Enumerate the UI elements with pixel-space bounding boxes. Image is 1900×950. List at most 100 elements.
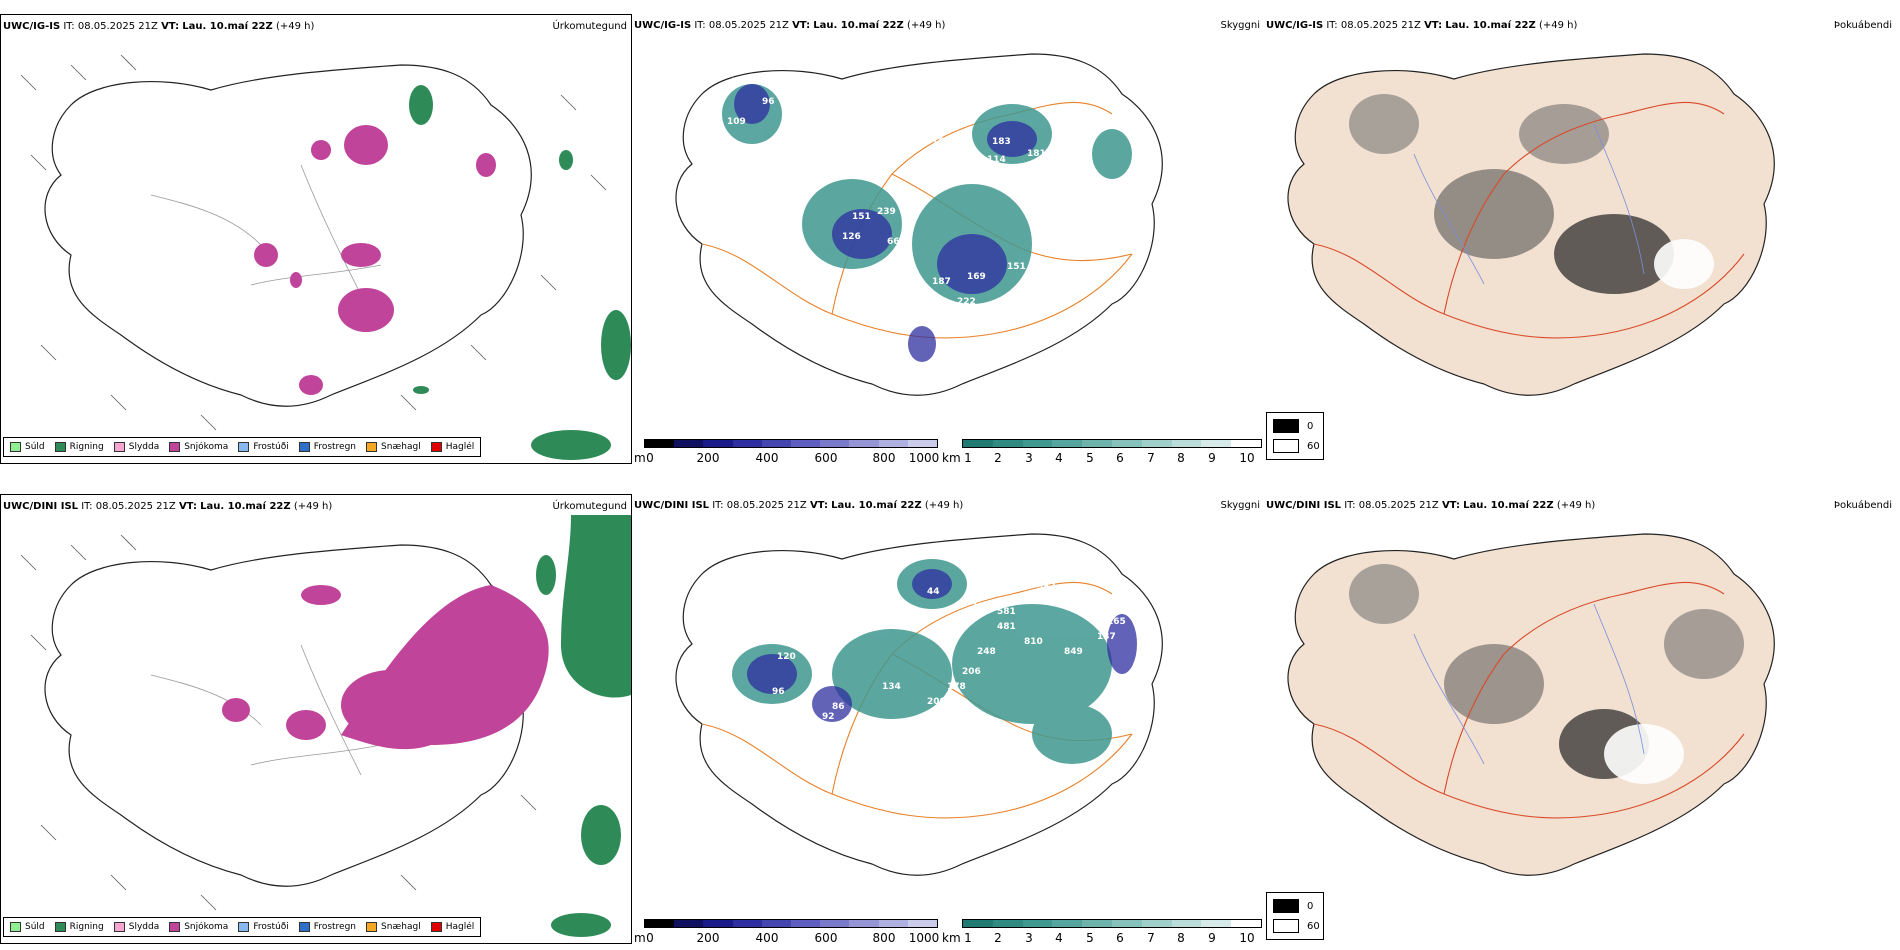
- scale-swatch: [1231, 920, 1261, 927]
- scale-swatch: [645, 440, 675, 447]
- panel-header: UWC/IG-IS IT: 08.05.2025 21Z VT: Lau. 10…: [634, 20, 946, 31]
- visibility-panel-row1: 73 109 96 151 239 126 66 187 166 183 114…: [632, 14, 1264, 464]
- legend-swatch: [298, 442, 310, 452]
- scale-tick: 600: [814, 931, 838, 945]
- ceiling-label: 120: [777, 652, 796, 662]
- fog-legend-swatch: [1273, 899, 1299, 913]
- ceiling-label: 178: [947, 682, 966, 692]
- wind-barbs: [20, 54, 607, 431]
- scale-tick: 3: [1025, 931, 1033, 945]
- visibility-scale-bar: [962, 919, 1262, 928]
- fog-legend-swatch: [1273, 419, 1299, 433]
- scale-swatch: [820, 440, 850, 447]
- legend-swatch: [430, 922, 442, 932]
- scale-swatch: [674, 440, 704, 447]
- ceiling-label: 126: [842, 232, 861, 242]
- scale-swatch: [849, 920, 879, 927]
- scale-swatch: [1141, 440, 1172, 447]
- ceiling-labels: 73 109 96 151 239 126 66 187 166 183 114…: [727, 77, 1046, 392]
- scale-swatch: [1171, 440, 1202, 447]
- ceiling-scale-bar: [644, 919, 938, 928]
- legend-item: Frostregn: [298, 922, 356, 932]
- ceiling-label: 86: [832, 702, 845, 712]
- scale-tick: 5: [1086, 451, 1094, 465]
- legend-swatch: [238, 442, 250, 452]
- legend-swatch: [430, 442, 442, 452]
- scale-swatch: [674, 920, 704, 927]
- iceland-outline: [44, 544, 532, 887]
- ceiling-label: 114: [987, 155, 1006, 165]
- ceiling-scale: m 0 200 400 600 800 1000: [634, 917, 940, 947]
- fog-legend-swatch: [1273, 919, 1299, 933]
- ceiling-label: 239: [877, 207, 896, 217]
- ceiling-label: 187: [932, 277, 951, 287]
- scale-swatch: [907, 440, 938, 447]
- scale-tick: 8: [1177, 451, 1185, 465]
- ceiling-label: 42: [727, 572, 740, 582]
- scale-tick: 3: [1025, 451, 1033, 465]
- ceiling-scale: m 0 200 400 600 800 1000: [634, 437, 940, 467]
- scale-unit: km: [942, 451, 961, 465]
- scale-tick: 9: [1208, 451, 1216, 465]
- legend-item: Rigning: [54, 922, 104, 932]
- ceiling-label: 64: [922, 377, 935, 387]
- scale-swatch: [992, 440, 1023, 447]
- scale-swatch: [732, 920, 762, 927]
- scale-tick: 7: [1147, 451, 1155, 465]
- scale-swatch: [1111, 440, 1142, 447]
- fog-map: [1287, 53, 1775, 396]
- legend-swatch: [366, 442, 378, 452]
- ceiling-label: 810: [1024, 637, 1043, 647]
- ceiling-labels: 36 42 44 120 96 86 92 134 200 166 189 20…: [727, 527, 1126, 797]
- legend-swatch: [54, 442, 66, 452]
- ceiling-label: 92: [822, 712, 835, 722]
- precip-type-legend: Súld Rigning Slydda Snjókoma Frostúði Fr…: [3, 917, 482, 937]
- legend-swatch: [169, 922, 181, 932]
- scale-swatch: [878, 440, 908, 447]
- scale-swatch: [820, 920, 850, 927]
- legend-item: Frostregn: [298, 442, 356, 452]
- ceiling-label: 248: [977, 647, 996, 657]
- scale-tick: 4: [1055, 931, 1063, 945]
- scale-swatch: [703, 920, 733, 927]
- visibility-panel-row2: 36 42 44 120 96 86 92 134 200 166 189 20…: [632, 494, 1264, 944]
- scale-swatch: [963, 440, 993, 447]
- ceiling-label: 41: [902, 382, 915, 392]
- ceiling-label: 233: [1002, 302, 1021, 312]
- scale-swatch: [645, 920, 675, 927]
- fog-legend: 0 60: [1266, 412, 1324, 460]
- scale-tick: 200: [696, 931, 720, 945]
- ceiling-label: 96: [762, 97, 775, 107]
- scale-swatch: [791, 920, 821, 927]
- ceiling-label: 29: [872, 787, 885, 797]
- scale-tick: 200: [696, 451, 720, 465]
- visibility-scale-bar: [962, 439, 1262, 448]
- fog-panel-row1: UWC/IG-IS IT: 08.05.2025 21Z VT: Lau. 10…: [1264, 14, 1896, 464]
- legend-swatch: [298, 922, 310, 932]
- ceiling-label: 181: [1027, 149, 1046, 159]
- ceiling-label: 144: [1012, 287, 1031, 297]
- scale-tick: 0: [646, 931, 654, 945]
- ceiling-label: 310: [1082, 527, 1101, 537]
- scale-unit: km: [942, 931, 961, 945]
- panel-header: UWC/IG-IS IT: 08.05.2025 21Z VT: Lau. 10…: [1266, 20, 1578, 31]
- ceiling-label: 222: [957, 297, 976, 307]
- scale-swatch: [1201, 920, 1232, 927]
- roads: [150, 644, 382, 776]
- ceiling-label: 581: [997, 607, 1016, 617]
- rain-areas: [409, 85, 631, 460]
- rain-areas: [536, 515, 631, 937]
- scale-tick: 10: [1239, 451, 1255, 465]
- legend-swatch: [366, 922, 378, 932]
- visibility-areas: [732, 559, 1112, 764]
- precip-type-legend: Súld Rigning Slydda Snjókoma Frostúði Fr…: [3, 437, 482, 457]
- fog-legend-row: 60: [1273, 919, 1320, 933]
- scale-tick: 1000: [908, 931, 940, 945]
- scale-swatch: [1022, 440, 1053, 447]
- fog-legend-row: 60: [1273, 439, 1320, 453]
- ceiling-label: 169: [967, 272, 986, 282]
- scale-swatch: [1082, 440, 1112, 447]
- scale-unit: m: [634, 451, 646, 465]
- legend-item: Snjókoma: [169, 442, 228, 452]
- scale-tick: 0: [646, 451, 654, 465]
